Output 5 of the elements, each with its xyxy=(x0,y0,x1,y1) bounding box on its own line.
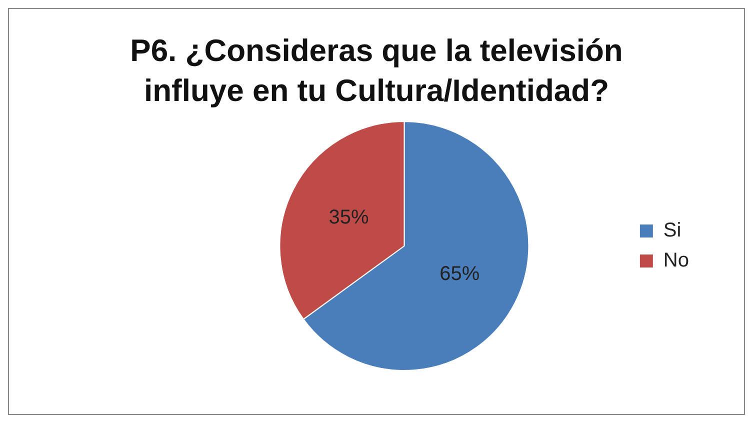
legend-label: Si xyxy=(663,220,682,242)
data-label: 65% xyxy=(440,262,480,285)
data-label: 35% xyxy=(328,206,369,228)
chart-title: P6. ¿Consideras que la televisión influye en tu Cultura/Identidad? xyxy=(129,32,624,110)
legend-label: No xyxy=(663,250,690,272)
